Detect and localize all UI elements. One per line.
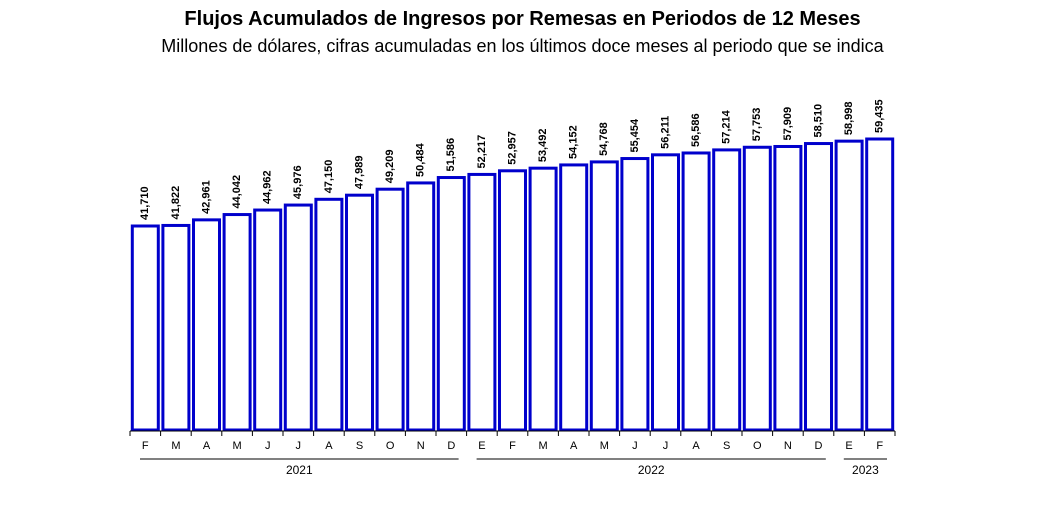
- x-tick-label: J: [632, 440, 638, 452]
- bar: [436, 176, 466, 432]
- x-tick-label: M: [171, 440, 180, 452]
- bar: [375, 187, 405, 432]
- bar: [528, 166, 558, 432]
- x-tick-label: J: [265, 440, 271, 452]
- bar: [589, 160, 619, 432]
- data-label: 42,961: [200, 180, 212, 214]
- x-tick-label: E: [478, 440, 485, 452]
- data-label: 59,435: [874, 99, 886, 133]
- x-tick-label: N: [417, 440, 425, 452]
- bar: [498, 169, 527, 432]
- bar: [742, 145, 772, 432]
- data-label: 58,510: [812, 104, 824, 138]
- x-tick-label: M: [233, 440, 242, 452]
- x-tick-label: D: [447, 440, 455, 452]
- x-tick-label: J: [663, 440, 669, 452]
- data-label: 44,042: [231, 175, 243, 209]
- x-tick-label: E: [845, 440, 852, 452]
- bar: [283, 203, 313, 432]
- data-label: 57,909: [782, 107, 794, 141]
- data-label: 45,976: [292, 165, 304, 199]
- x-tick-label: O: [753, 440, 762, 452]
- bar: [559, 163, 589, 432]
- data-label: 49,209: [384, 150, 396, 184]
- data-label: 50,484: [415, 142, 427, 177]
- x-tick-label: N: [784, 440, 792, 452]
- bar: [865, 137, 895, 432]
- data-label: 53,492: [537, 129, 549, 163]
- data-label: 52,957: [506, 131, 518, 165]
- bar: [620, 157, 650, 432]
- data-label: 41,710: [139, 186, 151, 220]
- x-tick-label: S: [356, 440, 363, 452]
- chart-title: Flujos Acumulados de Ingresos por Remesa…: [184, 8, 861, 30]
- x-tick-label: F: [876, 440, 883, 452]
- data-label: 41,822: [170, 186, 182, 220]
- bar: [314, 197, 344, 432]
- year-label: 2021: [286, 463, 313, 477]
- bar: [773, 144, 803, 432]
- bar: [651, 153, 680, 432]
- bar: [222, 213, 252, 432]
- year-label: 2023: [852, 463, 879, 477]
- x-tick-label: S: [723, 440, 730, 452]
- bar: [834, 139, 864, 432]
- year-label: 2022: [638, 463, 665, 477]
- data-label: 58,998: [843, 101, 855, 135]
- x-tick-label: A: [692, 440, 700, 452]
- data-label: 56,586: [690, 113, 702, 147]
- bar: [681, 151, 711, 432]
- x-tick-label: O: [386, 440, 395, 452]
- bar: [192, 218, 221, 432]
- bar: [712, 148, 742, 432]
- data-label: 57,753: [751, 108, 763, 142]
- data-label: 55,454: [629, 118, 641, 153]
- x-tick-label: J: [296, 440, 302, 452]
- bar: [406, 181, 436, 432]
- bar: [804, 142, 833, 432]
- bar: [130, 224, 160, 432]
- data-label: 47,989: [353, 156, 365, 190]
- x-tick-label: M: [539, 440, 548, 452]
- data-label: 54,768: [598, 122, 610, 156]
- data-label: 56,211: [659, 116, 671, 149]
- data-label: 57,214: [721, 109, 733, 144]
- chart-subtitle: Millones de dólares, cifras acumuladas e…: [161, 36, 884, 56]
- bar: [253, 208, 283, 432]
- bar: [345, 193, 374, 432]
- data-label: 52,217: [476, 135, 488, 169]
- x-tick-label: A: [203, 440, 211, 452]
- x-tick-label: A: [570, 440, 578, 452]
- x-tick-label: D: [815, 440, 823, 452]
- x-tick-label: F: [509, 440, 516, 452]
- bar: [161, 223, 191, 432]
- data-label: 51,586: [445, 138, 457, 172]
- data-label: 47,150: [323, 160, 335, 194]
- bar: [467, 172, 497, 432]
- x-tick-label: M: [600, 440, 609, 452]
- x-tick-label: A: [325, 440, 333, 452]
- data-label: 54,152: [568, 125, 580, 159]
- x-tick-label: F: [142, 440, 149, 452]
- data-label: 44,962: [262, 170, 274, 204]
